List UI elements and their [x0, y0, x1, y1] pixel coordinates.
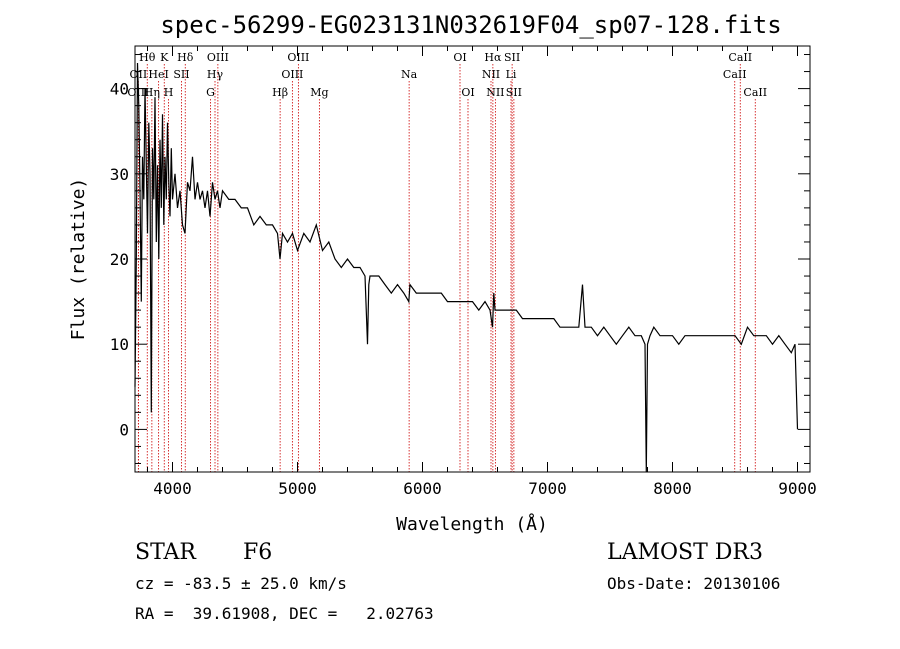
y-tick-label-0: 0 — [119, 420, 129, 439]
chart-title: spec-56299-EG023131N032619F04_sp07-128.f… — [160, 11, 781, 39]
marker-label-0: Hθ — [139, 51, 156, 64]
marker-label-12: Hγ — [207, 68, 224, 81]
marker-label-8: CaII — [728, 51, 752, 64]
series-group — [134, 62, 799, 473]
marker-label-10: HeI — [148, 68, 168, 81]
spectrum-line-0 — [134, 62, 799, 473]
marker-label-15: NII — [482, 68, 500, 81]
obs-date: Obs-Date: 20130106 — [607, 574, 781, 593]
marker-label-1: K — [160, 51, 169, 64]
x-axis: 4000 5000 6000 7000 8000 9000 — [147, 46, 817, 498]
survey-name: LAMOST DR3 — [607, 540, 763, 565]
marker-label-5: OI — [453, 51, 466, 64]
y-tick-label-4: 40 — [110, 80, 129, 99]
x-tick-label-3: 7000 — [528, 479, 567, 498]
x-tick-label-1: 5000 — [278, 479, 317, 498]
marker-label-21: G — [206, 86, 215, 99]
marker-label-14: Na — [401, 68, 418, 81]
marker-label-25: NII — [486, 86, 504, 99]
y-tick-label-3: 30 — [110, 165, 129, 184]
plot-frame — [134, 45, 811, 473]
marker-label-7: SII — [504, 51, 520, 64]
marker-label-20: H — [164, 86, 174, 99]
object-subclass: F6 — [243, 540, 273, 565]
marker-label-6: Hα — [484, 51, 502, 64]
marker-label-3: OIII — [207, 51, 229, 64]
y-tick-label-1: 10 — [110, 335, 129, 354]
object-class: STAR — [135, 540, 196, 565]
coordinates-info: RA = 39.61908, DEC = 2.02763 — [135, 604, 434, 623]
marker-label-24: OI — [461, 86, 474, 99]
marker-label-16: Li — [506, 68, 517, 81]
marker-label-17: CaII — [723, 68, 747, 81]
marker-label-27: CaII — [743, 86, 767, 99]
marker-label-2: Hδ — [177, 51, 194, 64]
marker-label-13: OIII — [281, 68, 303, 81]
y-axis: 0 10 20 30 40 — [110, 54, 810, 464]
x-tick-label-0: 4000 — [153, 479, 192, 498]
y-axis-label: Flux (relative) — [68, 178, 89, 341]
redshift-info: cz = -83.5 ± 25.0 km/s — [135, 574, 347, 593]
x-axis-label: Wavelength (Å) — [396, 513, 548, 535]
marker-label-23: Mg — [310, 86, 328, 99]
marker-label-22: Hβ — [272, 86, 288, 99]
x-tick-label-4: 8000 — [653, 479, 692, 498]
marker-label-11: SII — [173, 68, 189, 81]
y-tick-label-2: 20 — [110, 250, 129, 269]
marker-label-19: Hη — [144, 86, 160, 99]
marker-label-4: OIII — [287, 51, 309, 64]
marker-label-26: SII — [506, 86, 522, 99]
x-tick-label-2: 6000 — [403, 479, 442, 498]
x-tick-label-5: 9000 — [778, 479, 817, 498]
